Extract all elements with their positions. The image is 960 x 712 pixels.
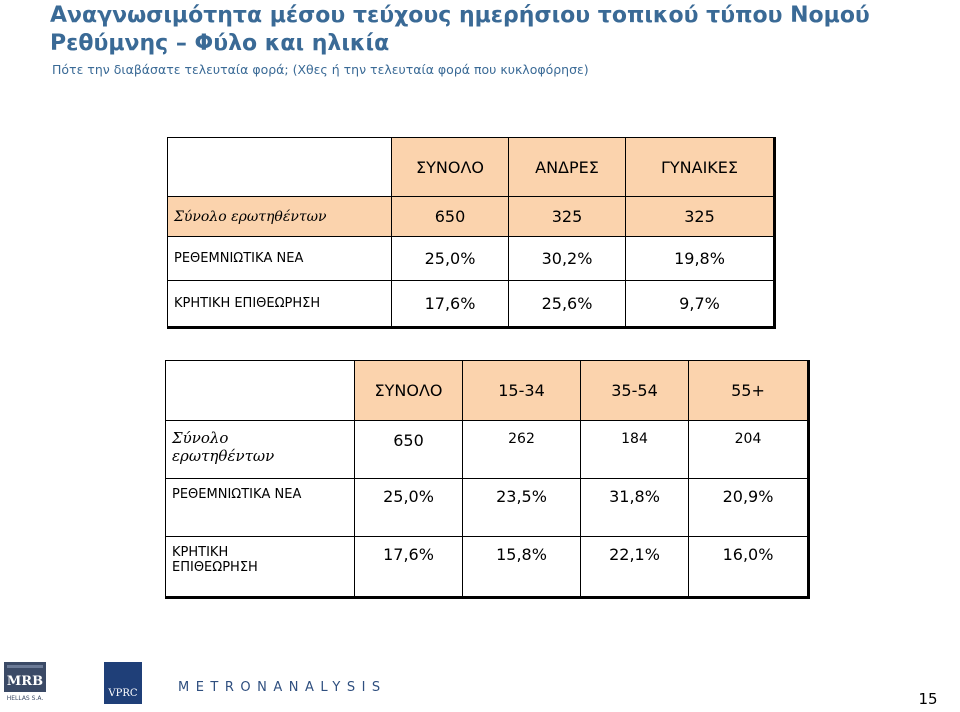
table-cell: 25,0% [391,236,509,281]
page-title-line1: Αναγνωσιμότητα μέσου τεύχους ημερήσιου τ… [50,3,870,28]
table-cell: 22,1% [580,536,689,599]
column-header: ΣΥΝΟΛΟ [391,137,509,197]
vprc-logo: VPRC [104,662,142,704]
table-cell: 650 [391,196,509,237]
column-header: 35-54 [580,360,689,421]
page-subtitle: Πότε την διαβάσατε τελευταία φορά; (Χθες… [52,62,589,77]
table-cell: 9,7% [625,280,776,329]
row-label: Σύνολο ερωτηθέντων [165,420,355,479]
table-cell: 184 [580,420,689,479]
table-cell: 20,9% [688,478,810,537]
age-table: ΣΥΝΟΛΟ 15-34 35-54 55+ Σύνολο ερωτηθέντω… [165,360,810,599]
table-cell: 17,6% [354,536,463,599]
table-corner [167,137,392,197]
mrb-logo-subtext: HELLAS S.A. [7,695,44,702]
table-cell: 19,8% [625,236,776,281]
column-header: 15-34 [462,360,581,421]
metronanalysis-logo: METRONANALYSIS [178,680,387,695]
mrb-logo-text: MRB [7,674,43,689]
table-cell: 16,0% [688,536,810,599]
vprc-logo-text: VPRC [107,688,137,699]
mrb-logo: MRB HELLAS S.A. [4,662,46,702]
column-header: 55+ [688,360,810,421]
page-number: 15 [918,690,938,708]
table-cell: 262 [462,420,581,479]
gender-table: ΣΥΝΟΛΟ ΑΝΔΡΕΣ ΓΥΝΑΙΚΕΣ Σύνολο ερωτηθέντω… [167,137,776,329]
row-label: ΚΡΗΤΙΚΗ ΕΠΙΘΕΩΡΗΣΗ [167,280,392,329]
column-header: ΣΥΝΟΛΟ [354,360,463,421]
table-cell: 17,6% [391,280,509,329]
table-cell: 325 [508,196,626,237]
table-cell: 25,6% [508,280,626,329]
table-cell: 31,8% [580,478,689,537]
table-cell: 15,8% [462,536,581,599]
table-cell: 325 [625,196,776,237]
row-label: ΚΡΗΤΙΚΗ ΕΠΙΘΕΩΡΗΣΗ [165,536,355,599]
row-label: ΡΕΘΕΜΝΙΩΤΙΚΑ ΝΕΑ [167,236,392,281]
table-cell: 23,5% [462,478,581,537]
column-header: ΑΝΔΡΕΣ [508,137,626,197]
page-title-line2: Ρεθύμνης – Φύλο και ηλικία [50,31,390,56]
table-corner [165,360,355,421]
column-header: ΓΥΝΑΙΚΕΣ [625,137,776,197]
row-label: ΡΕΘΕΜΝΙΩΤΙΚΑ ΝΕΑ [165,478,355,537]
table-cell: 25,0% [354,478,463,537]
footer: MRB HELLAS S.A. VPRC METRONANALYSIS 15 [0,650,960,708]
table-cell: 650 [354,420,463,479]
table-cell: 204 [688,420,810,479]
table-cell: 30,2% [508,236,626,281]
row-label: Σύνολο ερωτηθέντων [167,196,392,237]
